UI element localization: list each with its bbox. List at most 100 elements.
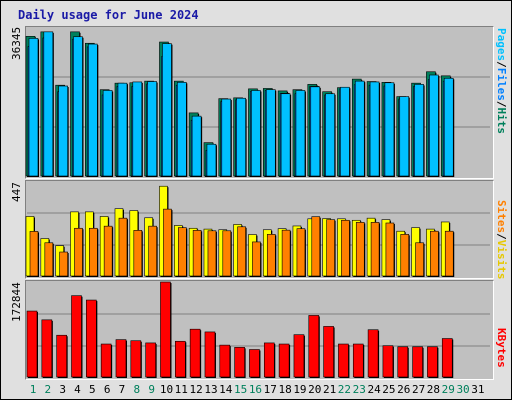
pages-bar-26 xyxy=(399,96,410,177)
x-tick-label: 29 xyxy=(441,383,455,396)
kbytes-bar-6 xyxy=(100,343,112,378)
x-tick-label: 27 xyxy=(411,383,426,396)
pages-bar-8 xyxy=(132,81,143,177)
usage-ymax-label: 36345 xyxy=(10,26,23,60)
usage-legend: Pages/Files/Hits xyxy=(495,28,508,134)
sites-bar-20 xyxy=(311,216,321,277)
pages-bar-20 xyxy=(310,86,321,177)
kbytes-bar-1 xyxy=(26,310,38,378)
sites-bar-23 xyxy=(355,222,365,277)
kbytes-bar-20 xyxy=(308,315,320,378)
pages-bar-25 xyxy=(384,82,395,177)
sites-bar-21 xyxy=(326,219,335,277)
kbytes-bar-5 xyxy=(86,299,97,378)
kbytes-bar-11 xyxy=(175,340,186,378)
x-tick-label: 18 xyxy=(278,383,292,396)
x-tick-label: 1 xyxy=(29,383,37,396)
sites-bar-10 xyxy=(163,208,172,277)
pages-bar-11 xyxy=(177,82,187,177)
x-tick-label: 9 xyxy=(148,383,155,396)
sites-bar-24 xyxy=(370,222,380,277)
sites-bar-17 xyxy=(266,234,276,277)
x-tick-label: 12 xyxy=(189,383,203,396)
sites-bar-26 xyxy=(400,234,410,277)
sites-bar-22 xyxy=(341,219,350,277)
kbytes-bar-29 xyxy=(441,338,453,378)
sites-bar-1 xyxy=(29,231,39,277)
x-tick-label: 8 xyxy=(133,383,141,396)
sites-bar-16 xyxy=(252,241,261,277)
x-tick-label: 23 xyxy=(352,383,366,396)
pages-bar-21 xyxy=(325,93,335,177)
pages-bar-27 xyxy=(414,84,424,177)
pages-bar-10 xyxy=(162,43,172,177)
pages-bar-3 xyxy=(58,85,68,177)
x-tick-label: 22 xyxy=(337,383,352,396)
pages-bar-6 xyxy=(102,90,113,177)
x-tick-label: 16 xyxy=(248,383,263,396)
kbytes-bar-10 xyxy=(160,281,171,378)
kbytes-bar-22 xyxy=(338,343,349,378)
x-tick-label: 30 xyxy=(456,383,470,396)
pages-bar-1 xyxy=(28,38,39,177)
sites-bar-6 xyxy=(103,225,113,277)
kbytes-bar-25 xyxy=(382,345,394,378)
legend-files: Files xyxy=(495,67,508,101)
sites-bar-9 xyxy=(148,225,157,277)
sites-bar-11 xyxy=(178,227,187,277)
kbytes-bar-13 xyxy=(204,331,216,378)
pages-bar-17 xyxy=(265,89,276,177)
legend-sites: Sites xyxy=(495,200,508,234)
kbytes-bar-12 xyxy=(189,328,201,378)
pages-bar-12 xyxy=(191,115,202,177)
pages-bar-28 xyxy=(429,74,439,177)
x-tick-label: 19 xyxy=(293,383,307,396)
traffic-ymax-label: 172844 xyxy=(10,282,23,322)
visitors-legend: Sites/Visits xyxy=(495,200,508,280)
kbytes-bar-17 xyxy=(263,342,275,378)
pages-bar-18 xyxy=(280,93,291,177)
traffic-legend: KBytes xyxy=(495,328,508,368)
kbytes-bar-18 xyxy=(278,343,290,378)
x-tick-label: 10 xyxy=(159,383,174,396)
x-tick-label: 14 xyxy=(219,383,233,396)
x-tick-label: 2 xyxy=(44,383,52,396)
legend-sep: / xyxy=(495,61,508,68)
legend-sep: / xyxy=(495,100,508,108)
sites-bar-18 xyxy=(281,229,291,277)
sites-bar-27 xyxy=(415,242,424,277)
pages-bar-23 xyxy=(354,80,365,177)
sites-bar-8 xyxy=(133,230,143,277)
sites-bar-7 xyxy=(118,217,128,277)
legend-hits: Hits xyxy=(495,107,508,135)
x-tick-label: 5 xyxy=(89,383,96,396)
sites-bar-19 xyxy=(296,228,306,277)
sites-bar-2 xyxy=(44,242,54,277)
sites-bar-28 xyxy=(430,230,439,277)
pages-bar-9 xyxy=(147,81,157,177)
x-tick-label: 24 xyxy=(367,383,381,396)
kbytes-bar-9 xyxy=(145,342,156,378)
chart-title: Daily usage for June 2024 xyxy=(18,8,199,22)
pages-bar-16 xyxy=(251,90,261,177)
pages-bar-19 xyxy=(295,90,306,177)
pages-bar-14 xyxy=(221,98,232,177)
sites-bar-25 xyxy=(385,222,395,277)
pages-bar-15 xyxy=(236,97,246,177)
legend-sep: / xyxy=(495,233,508,240)
x-tick-label: 25 xyxy=(382,383,396,396)
pages-bar-22 xyxy=(340,86,350,177)
x-tick-label: 15 xyxy=(233,383,248,396)
x-tick-label: 28 xyxy=(426,383,441,396)
x-tick-label: 11 xyxy=(174,383,188,396)
kbytes-bar-4 xyxy=(71,295,82,378)
sites-bar-3 xyxy=(59,251,68,277)
legend-pages: Pages xyxy=(495,28,508,62)
sites-bar-12 xyxy=(192,230,202,277)
x-tick-label: 4 xyxy=(74,383,81,396)
x-tick-label: 31 xyxy=(471,383,485,396)
kbytes-bar-19 xyxy=(293,334,305,378)
sites-bar-13 xyxy=(207,230,217,277)
pages-bar-5 xyxy=(88,43,98,177)
